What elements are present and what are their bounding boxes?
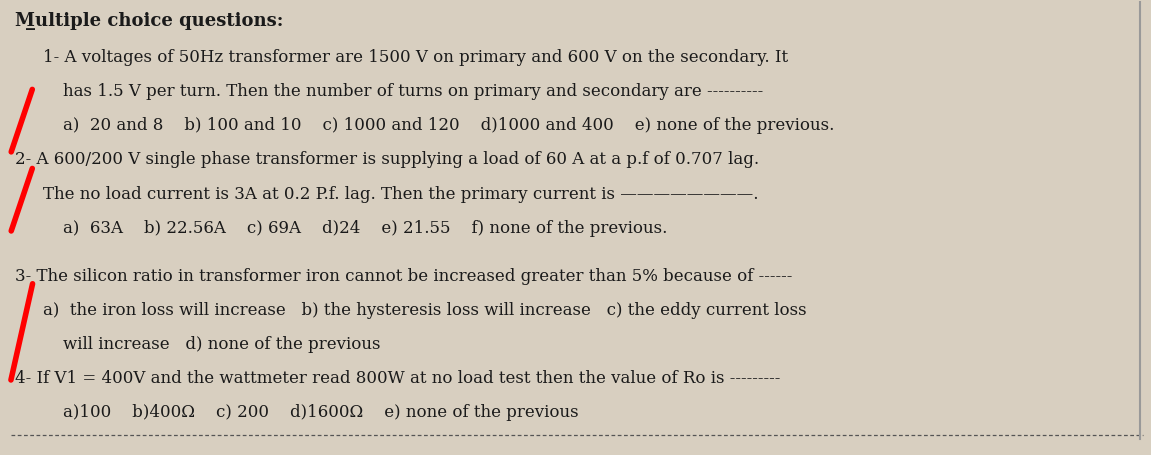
Text: The no load current is 3A at 0.2 P.f. lag. Then the primary current is ————————.: The no load current is 3A at 0.2 P.f. la… bbox=[44, 186, 759, 203]
Text: 1- A voltages of 50Hz transformer are 1500 V on primary and 600 V on the seconda: 1- A voltages of 50Hz transformer are 15… bbox=[44, 49, 788, 66]
Text: will increase   d) none of the previous: will increase d) none of the previous bbox=[63, 336, 380, 353]
Text: M̲ultiple choice questions:: M̲ultiple choice questions: bbox=[15, 12, 283, 30]
Text: a)  20 and 8    b) 100 and 10    c) 1000 and 120    d)1000 and 400    e) none of: a) 20 and 8 b) 100 and 10 c) 1000 and 12… bbox=[63, 116, 834, 134]
Text: has 1.5 V per turn. Then the number of turns on primary and secondary are ------: has 1.5 V per turn. Then the number of t… bbox=[63, 83, 763, 100]
Text: 2- A 600/200 V single phase transformer is supplying a load of 60 A at a p.f of : 2- A 600/200 V single phase transformer … bbox=[15, 152, 759, 168]
Text: a)  the iron loss will increase   b) the hysteresis loss will increase   c) the : a) the iron loss will increase b) the hy… bbox=[44, 302, 807, 319]
Text: 4- If V1 = 400V and the wattmeter read 800W at no load test then the value of Ro: 4- If V1 = 400V and the wattmeter read 8… bbox=[15, 369, 780, 387]
Text: 3- The silicon ratio in transformer iron cannot be increased greater than 5% bec: 3- The silicon ratio in transformer iron… bbox=[15, 268, 792, 285]
Text: a)  63A    b) 22.56A    c) 69A    d)24    e) 21.55    f) none of the previous.: a) 63A b) 22.56A c) 69A d)24 e) 21.55 f)… bbox=[63, 220, 668, 237]
Text: a)100    b)400Ω    c) 200    d)1600Ω    e) none of the previous: a)100 b)400Ω c) 200 d)1600Ω e) none of t… bbox=[63, 404, 579, 420]
